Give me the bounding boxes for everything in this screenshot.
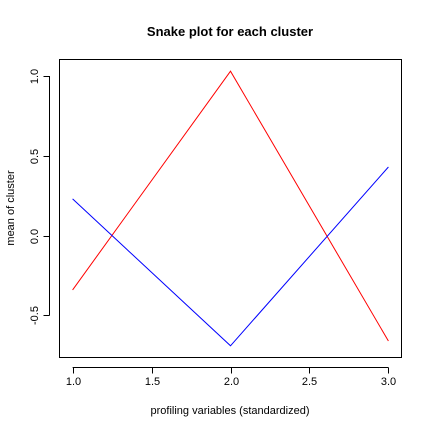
x-tick-label: 1.0 [66, 376, 81, 388]
x-tick-label: 2.0 [224, 376, 239, 388]
x-axis: 1.0 1.5 2.0 2.5 3.0 [66, 367, 396, 388]
y-tick-label: 0.0 [29, 229, 41, 244]
plot-frame [59, 59, 402, 358]
x-axis-label: profiling variables (standardized) [151, 405, 310, 417]
x-tick-label: 1.5 [145, 376, 160, 388]
y-tick-label: 0.5 [29, 149, 41, 164]
x-tick-label: 2.5 [302, 376, 317, 388]
chart-title: Snake plot for each cluster [147, 24, 313, 39]
x-tick-label: 3.0 [381, 376, 396, 388]
y-axis: -0.5 0.0 0.5 1.0 [29, 69, 50, 325]
series-line-1 [72, 70, 389, 342]
series-line-2 [72, 166, 389, 347]
y-tick-label: 1.0 [29, 69, 41, 84]
y-axis-label: mean of cluster [5, 170, 17, 246]
series-layer [72, 70, 389, 347]
y-tick-label: -0.5 [29, 306, 41, 325]
